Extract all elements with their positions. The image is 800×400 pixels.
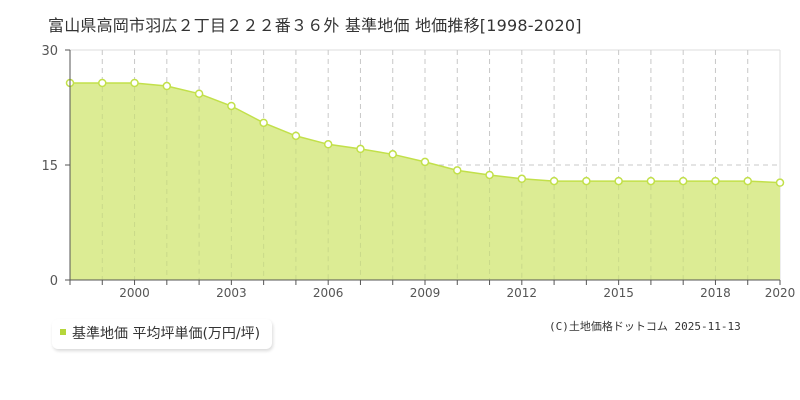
legend: 基準地価 平均坪単価(万円/坪) (52, 319, 273, 349)
data-point (356, 144, 365, 154)
data-point (453, 166, 462, 175)
y-tick-label: 30 (41, 44, 58, 59)
legend-label: 基準地価 平均坪単価(万円/坪) (72, 326, 261, 342)
y-tick-label: 0 (50, 274, 58, 289)
data-point (743, 176, 752, 186)
data-point (227, 101, 236, 111)
axis-labels: 0 15 30 2000 2003 2006 2009 2012 2015 2018 2020 (41, 44, 795, 300)
data-points (65, 78, 785, 187)
data-point (323, 140, 333, 149)
data-point (194, 89, 204, 98)
data-point (291, 131, 301, 141)
x-tick-label: 2020 (765, 286, 796, 300)
data-point (549, 176, 559, 186)
area-fill (70, 83, 780, 280)
data-point (485, 170, 494, 180)
chart-title: 富山県高岡市羽広２丁目２２２番３６外 基準地価 地価推移[1998-2020] (48, 16, 582, 35)
data-point (775, 178, 785, 187)
area-chart: 0 15 30 2000 2003 2006 2009 2012 2015 2018 2020 (41, 44, 795, 300)
data-point (162, 81, 172, 91)
x-tick-label: 2018 (700, 286, 731, 300)
data-point (130, 78, 139, 88)
data-point (614, 176, 623, 186)
data-point (678, 176, 688, 186)
legend-swatch-icon (60, 329, 66, 335)
x-tick-label: 2012 (507, 286, 538, 300)
data-point (259, 118, 268, 128)
data-point (517, 174, 527, 184)
x-tick-label: 2015 (603, 286, 634, 300)
axes (65, 49, 781, 285)
x-tick-label: 2006 (313, 286, 344, 300)
data-point (646, 176, 656, 186)
x-tick-label: 2003 (216, 286, 247, 300)
copyright-text: (C)土地価格ドットコム 2025-11-13 (549, 320, 741, 333)
x-tick-label: 2000 (119, 286, 150, 300)
data-point (711, 176, 720, 186)
data-point (582, 176, 591, 186)
data-point (388, 150, 397, 159)
data-point (98, 78, 107, 88)
y-tick-label: 15 (41, 159, 58, 174)
data-point (420, 157, 430, 167)
x-tick-label: 2009 (410, 286, 441, 300)
